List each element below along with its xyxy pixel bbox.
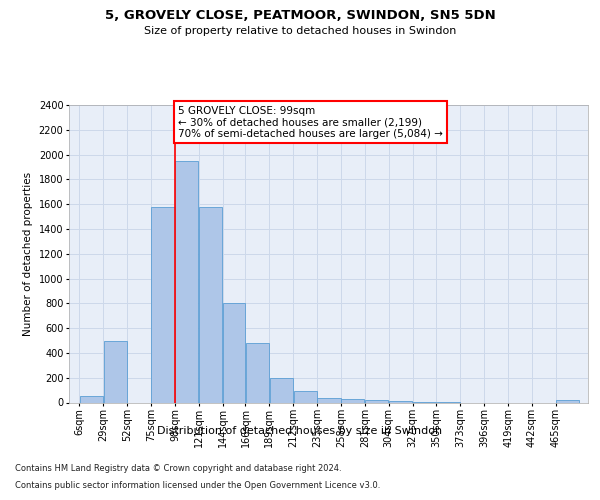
Bar	[246, 343, 269, 402]
Bar	[104, 340, 127, 402]
Bar	[389, 400, 412, 402]
Bar	[341, 399, 364, 402]
Text: 5, GROVELY CLOSE, PEATMOOR, SWINDON, SN5 5DN: 5, GROVELY CLOSE, PEATMOOR, SWINDON, SN5…	[104, 9, 496, 22]
Text: Contains public sector information licensed under the Open Government Licence v3: Contains public sector information licen…	[15, 481, 380, 490]
Text: 5 GROVELY CLOSE: 99sqm
← 30% of detached houses are smaller (2,199)
70% of semi-: 5 GROVELY CLOSE: 99sqm ← 30% of detached…	[178, 106, 443, 139]
Bar	[199, 206, 222, 402]
Bar	[223, 304, 245, 402]
Bar	[556, 400, 580, 402]
Y-axis label: Number of detached properties: Number of detached properties	[23, 172, 33, 336]
Text: Contains HM Land Registry data © Crown copyright and database right 2024.: Contains HM Land Registry data © Crown c…	[15, 464, 341, 473]
Bar	[175, 161, 199, 402]
Bar	[269, 378, 293, 402]
Bar	[80, 396, 103, 402]
Text: Size of property relative to detached houses in Swindon: Size of property relative to detached ho…	[144, 26, 456, 36]
Bar	[293, 392, 317, 402]
Bar	[151, 206, 175, 402]
Bar	[317, 398, 341, 402]
Text: Distribution of detached houses by size in Swindon: Distribution of detached houses by size …	[157, 426, 443, 436]
Bar	[365, 400, 388, 402]
